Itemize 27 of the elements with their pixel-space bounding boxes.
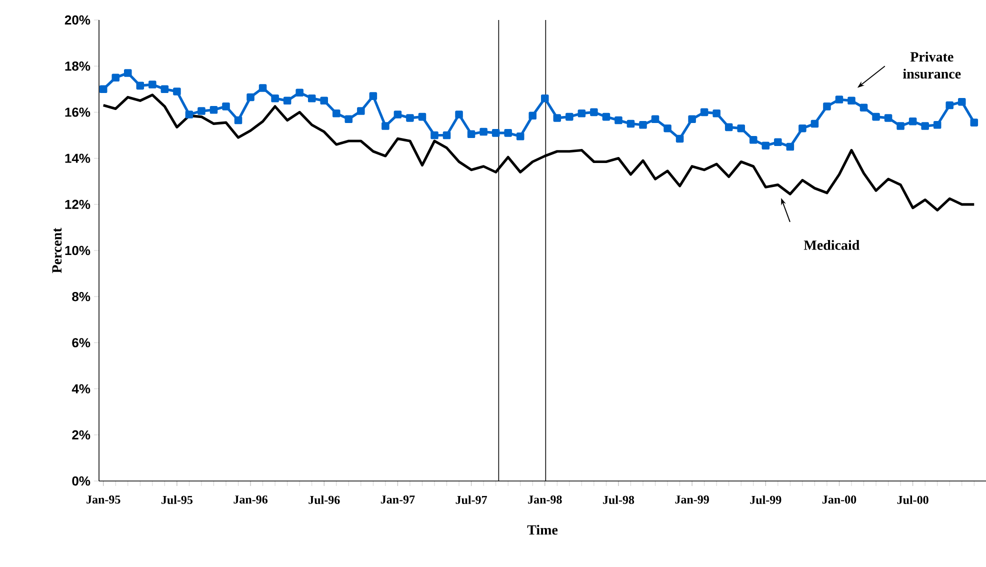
x-tick-label: Jul-96 [308,496,340,504]
y-tick-label: 20% [64,15,90,25]
x-tick-label: Jan-99 [675,496,709,504]
x-axis-title: Time [527,524,558,535]
x-tick-label: Jul-98 [602,496,634,504]
annotation: Medicaid [804,240,860,250]
y-tick-label: 18% [65,61,90,71]
y-tick-label: 8% [72,292,90,302]
y-tick-label: 4% [72,384,90,394]
y-tick-label: 0% [72,476,90,486]
x-tick-label: Jul-00 [897,496,928,504]
y-tick-label: 6% [72,338,90,348]
x-tick-label: Jan-95 [86,496,120,504]
x-tick-label: Jul-99 [750,496,782,504]
x-tick-label: Jan-00 [822,496,856,504]
y-axis-title: Percent [52,228,62,274]
x-tick-label: Jan-97 [380,496,415,504]
y-tick-label: 2% [72,430,90,440]
y-tick-label: 12% [65,200,90,209]
y-tick-label: 10% [65,246,90,256]
x-tick-label: Jul-95 [161,496,193,504]
x-tick-label: Jan-96 [234,496,268,504]
x-tick-label: Jul-97 [456,496,487,504]
y-tick-label: 16% [65,108,90,117]
annotation: Private insurance [903,52,961,79]
y-tick-label: 14% [65,154,90,163]
x-tick-label: Jan-98 [528,496,562,504]
